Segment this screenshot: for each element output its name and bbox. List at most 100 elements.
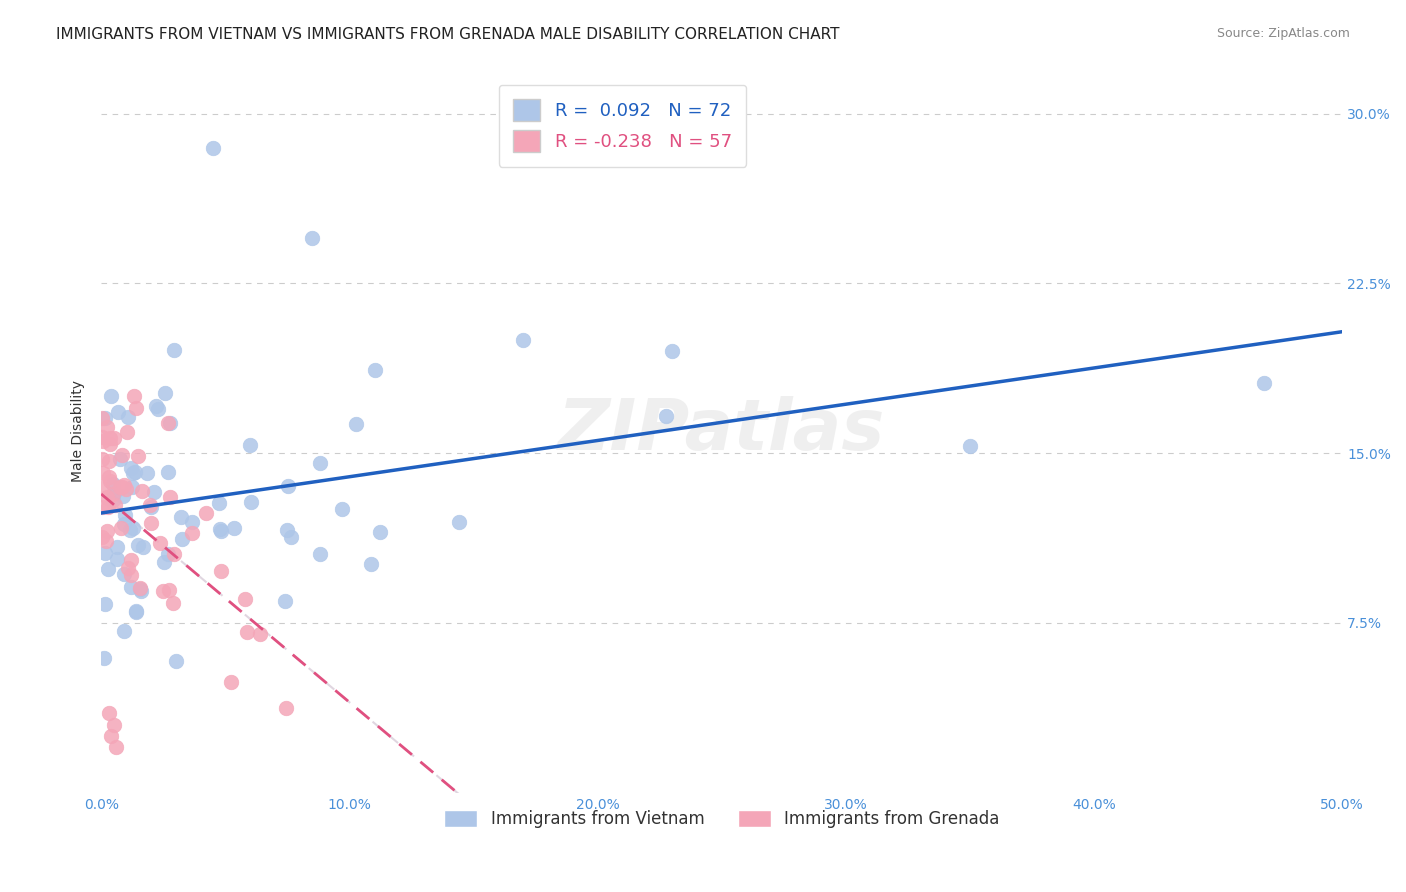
Point bbox=[94, 597, 117, 611]
Text: Source: ZipAtlas.com: Source: ZipAtlas.com bbox=[1216, 27, 1350, 40]
Point bbox=[124, 604, 146, 618]
Point bbox=[209, 524, 232, 538]
Point bbox=[512, 333, 534, 347]
Point bbox=[280, 530, 302, 544]
Point bbox=[115, 425, 138, 439]
Point bbox=[97, 562, 120, 576]
Point bbox=[209, 565, 232, 579]
Point bbox=[129, 584, 152, 599]
Point bbox=[114, 508, 136, 523]
Point bbox=[124, 389, 146, 403]
Text: IMMIGRANTS FROM VIETNAM VS IMMIGRANTS FROM GRENADA MALE DISABILITY CORRELATION C: IMMIGRANTS FROM VIETNAM VS IMMIGRANTS FR… bbox=[56, 27, 839, 42]
Point bbox=[449, 515, 471, 529]
Point bbox=[97, 454, 120, 468]
Point bbox=[157, 416, 180, 430]
Point bbox=[127, 538, 149, 552]
Point bbox=[1253, 376, 1275, 391]
Point bbox=[91, 481, 114, 495]
Point bbox=[239, 438, 262, 452]
Point bbox=[125, 401, 148, 415]
Point bbox=[100, 389, 122, 403]
Point bbox=[112, 517, 135, 532]
Point bbox=[103, 487, 125, 501]
Point bbox=[128, 581, 150, 595]
Point bbox=[120, 461, 142, 475]
Point bbox=[118, 524, 141, 538]
Point bbox=[107, 405, 129, 419]
Point bbox=[97, 706, 120, 721]
Point bbox=[105, 540, 128, 554]
Point bbox=[103, 718, 125, 732]
Point bbox=[112, 624, 135, 639]
Point bbox=[122, 521, 145, 535]
Point bbox=[110, 480, 132, 494]
Point bbox=[157, 583, 180, 598]
Point bbox=[308, 457, 330, 471]
Point bbox=[360, 557, 382, 571]
Point bbox=[277, 479, 299, 493]
Point bbox=[97, 500, 120, 515]
Point bbox=[117, 409, 139, 424]
Point bbox=[139, 516, 162, 530]
Point bbox=[135, 466, 157, 480]
Point bbox=[152, 584, 174, 599]
Point bbox=[115, 483, 138, 497]
Point bbox=[159, 416, 181, 430]
Y-axis label: Male Disability: Male Disability bbox=[72, 380, 86, 482]
Point bbox=[98, 475, 121, 489]
Point bbox=[169, 509, 191, 524]
Point bbox=[104, 499, 127, 513]
Point bbox=[162, 596, 184, 610]
Point bbox=[364, 363, 387, 377]
Point bbox=[120, 581, 142, 595]
Point bbox=[170, 533, 193, 547]
Point bbox=[344, 417, 367, 431]
Point bbox=[120, 568, 142, 582]
Point bbox=[201, 141, 224, 155]
Point bbox=[141, 500, 163, 515]
Point bbox=[236, 625, 259, 640]
Point bbox=[128, 582, 150, 596]
Point bbox=[101, 476, 124, 491]
Point bbox=[121, 479, 143, 493]
Point bbox=[96, 524, 118, 539]
Point bbox=[91, 466, 114, 480]
Point bbox=[301, 231, 323, 245]
Point bbox=[143, 484, 166, 499]
Point bbox=[112, 566, 135, 581]
Point bbox=[108, 480, 131, 494]
Point bbox=[330, 502, 353, 516]
Point bbox=[368, 525, 391, 540]
Point bbox=[93, 411, 115, 425]
Point bbox=[91, 434, 114, 449]
Point bbox=[249, 626, 271, 640]
Point bbox=[163, 547, 186, 561]
Point bbox=[209, 523, 232, 537]
Point bbox=[103, 431, 125, 445]
Point bbox=[96, 490, 118, 504]
Point bbox=[661, 344, 683, 359]
Point bbox=[274, 701, 297, 715]
Point bbox=[105, 740, 128, 755]
Point bbox=[132, 541, 155, 555]
Point bbox=[94, 534, 117, 549]
Point bbox=[163, 343, 186, 358]
Point bbox=[959, 439, 981, 453]
Point bbox=[194, 506, 217, 520]
Point bbox=[149, 536, 172, 550]
Point bbox=[108, 452, 131, 467]
Point bbox=[96, 420, 118, 434]
Point bbox=[105, 552, 128, 566]
Point bbox=[131, 484, 153, 499]
Point bbox=[98, 470, 121, 484]
Point bbox=[127, 449, 149, 463]
Point bbox=[91, 429, 114, 443]
Point bbox=[233, 591, 256, 606]
Point bbox=[153, 555, 176, 569]
Point bbox=[121, 466, 143, 480]
Legend: Immigrants from Vietnam, Immigrants from Grenada: Immigrants from Vietnam, Immigrants from… bbox=[437, 804, 1007, 835]
Point bbox=[125, 605, 148, 619]
Point bbox=[222, 521, 245, 535]
Point bbox=[180, 515, 202, 529]
Point bbox=[111, 448, 134, 462]
